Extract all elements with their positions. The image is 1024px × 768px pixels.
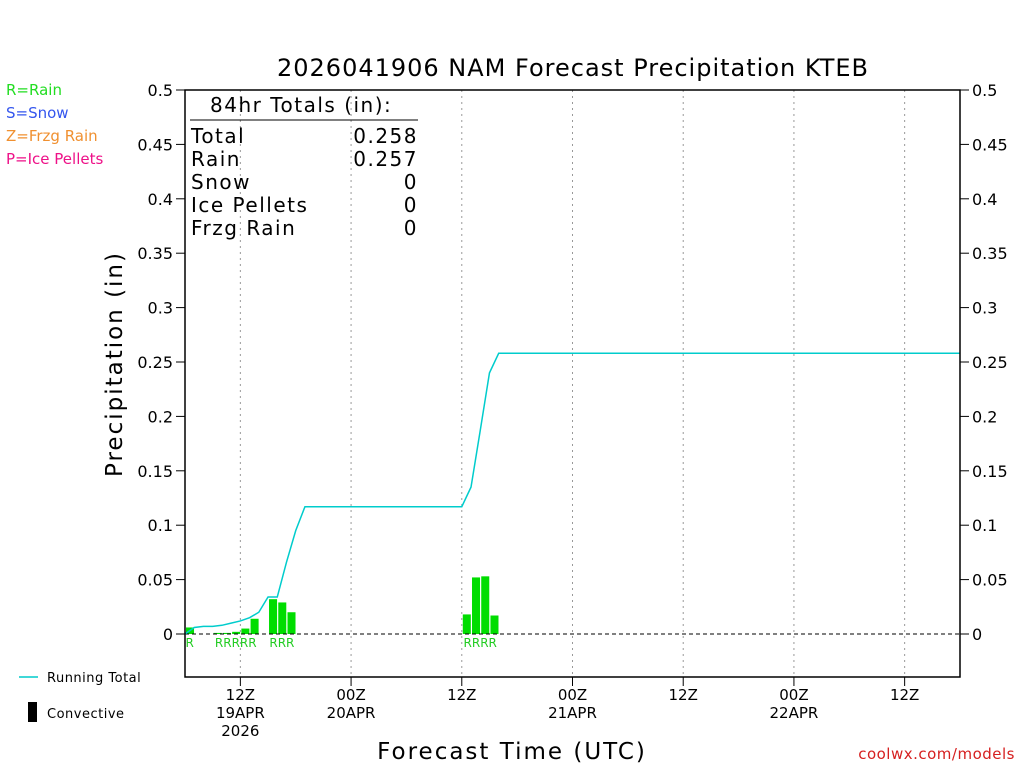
totals-row-label: Rain [191,147,241,171]
y-axis-label: Precipitation (in) [102,251,128,477]
ptype-legend-item: S=Snow [6,104,69,122]
y-tick-label-right: 0.15 [972,462,1008,481]
bottom-legend: Running Total Convective [19,671,141,722]
totals-row-value: 0 [404,216,418,240]
totals-row-label: Total [190,124,245,148]
convective-bar [250,618,259,634]
credit-link[interactable]: coolwx.com/models [858,745,1015,763]
y-axis-ticks: 0 00.05 0.050.1 0.10.15 0.150.2 0.20.25 0.250.… [137,81,1007,644]
chart-title: 2026041906 NAM Forecast Precipitation KT… [277,54,869,82]
x-tick-label: 12Z [669,686,698,704]
y-tick-label-left: 0.45 [137,135,173,154]
y-tick-label-right: 0.5 [972,81,997,100]
convective-bar [232,631,241,634]
convective-bar [481,576,490,634]
y-tick-label-left: 0 [163,625,173,644]
convective-bar [278,602,287,634]
ptype-label: RRR [269,636,294,650]
convective-bar [222,632,231,634]
ptype-labels: R RRRRR RRR RRRR [185,636,496,650]
x-tick-label: 12Z [447,686,476,704]
convective-legend-label: Convective [47,707,125,722]
convective-legend-swatch [28,702,37,722]
ptype-legend-item: R=Rain [6,81,62,99]
totals-row-label: Ice Pellets [191,193,308,217]
y-tick-label-left: 0.1 [148,516,173,535]
totals-heading: 84hr Totals (in): [210,93,392,117]
y-tick-label-right: 0.25 [972,353,1008,372]
running-total-line [184,352,960,635]
running-total-legend-label: Running Total [47,671,141,686]
y-tick-label-left: 0.4 [148,190,173,209]
convective-bars [186,576,499,634]
y-tick-label-left: 0.3 [148,299,173,318]
totals-row-label: Snow [191,170,251,194]
x-tick-label: 20APR [327,704,376,722]
x-tick-label: 2026 [221,722,259,740]
x-tick-label: 12Z [226,686,255,704]
totals-row-label: Frzg Rain [191,216,296,240]
x-tick-label: 12Z [890,686,919,704]
y-tick-label-right: 0.05 [972,571,1008,590]
ptype-label: R [185,636,193,650]
y-tick-label-right: 0.35 [972,244,1008,263]
y-tick-label-right: 0.1 [972,516,997,535]
y-tick-label-left: 0.35 [137,244,173,263]
totals-box: 84hr Totals (in): Total 0.258 Rain 0.257 Sno… [190,93,418,240]
convective-bar [490,615,499,634]
x-tick-label: 00Z [558,686,587,704]
y-tick-label-right: 0.2 [972,407,997,426]
x-tick-label: 00Z [336,686,365,704]
x-tick-label: 00Z [779,686,808,704]
convective-bar [472,577,481,634]
totals-row-value: 0 [404,170,418,194]
convective-bar [269,599,278,634]
ptype-label: RRRRR [215,636,257,650]
y-tick-label-left: 0.15 [137,462,173,481]
convective-bar [241,628,250,634]
y-tick-label-right: 0 [972,625,982,644]
x-tick-label: 22APR [770,704,819,722]
y-tick-label-left: 0.25 [137,353,173,372]
x-axis-label: Forecast Time (UTC) [377,739,647,765]
y-tick-label-right: 0.4 [972,190,997,209]
x-grid-lines [239,90,906,677]
totals-row-value: 0.258 [353,124,418,148]
y-tick-label-left: 0.2 [148,407,173,426]
ptype-legend-item: P=Ice Pellets [6,150,104,168]
convective-bar [287,612,296,634]
y-tick-label-right: 0.45 [972,135,1008,154]
x-tick-label: 21APR [548,704,597,722]
y-tick-label-left: 0.5 [148,81,173,100]
y-tick-label-left: 0.05 [137,571,173,590]
ptype-legend-item: Z=Frzg Rain [6,127,98,145]
y-tick-label-right: 0.3 [972,299,997,318]
totals-row-value: 0.257 [353,147,418,171]
x-tick-label: 19APR [216,704,265,722]
ptype-label: RRRR [464,636,497,650]
convective-bar [213,632,222,634]
totals-row-value: 0 [404,193,418,217]
convective-bar [462,614,471,634]
